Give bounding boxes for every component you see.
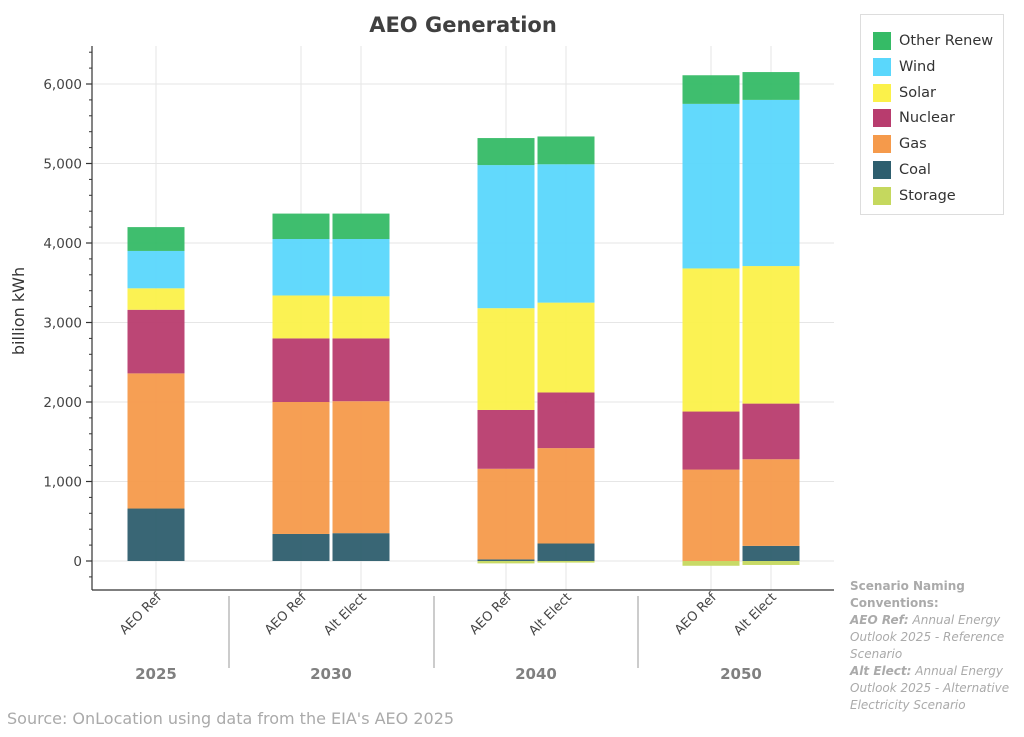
- legend-item: Nuclear: [873, 107, 955, 129]
- bar-segment-wind: [477, 165, 535, 309]
- bar-segment-wind: [127, 250, 185, 289]
- y-tick-label: 4,000: [43, 236, 82, 252]
- bar-segment-coal: [742, 545, 800, 561]
- x-tick-label: AEO Ref: [117, 590, 165, 638]
- bars: [127, 72, 800, 566]
- bar-segment-wind: [272, 239, 330, 296]
- legend-item: Storage: [873, 185, 956, 207]
- legend-label: Other Renew: [899, 33, 994, 49]
- chart-title: AEO Generation: [369, 13, 557, 37]
- bar-segment-nuclear: [332, 338, 390, 402]
- legend-swatch: [873, 109, 891, 128]
- x-tick-label: Alt Elect: [321, 590, 370, 639]
- legend-item: Gas: [873, 133, 927, 155]
- legend-label: Solar: [899, 84, 936, 101]
- notes-ref-desc: Annual Energy Outlook 2025 - Reference S…: [850, 613, 1005, 661]
- y-axis-label: billion kWh: [9, 267, 28, 355]
- y-tick-label: 2,000: [43, 395, 82, 411]
- bar-segment-nuclear: [127, 309, 185, 374]
- legend: Other Renew Wind Solar Nuclear Gas Coal Storag…: [860, 14, 1004, 215]
- group-label: 2050: [720, 665, 762, 683]
- y-tick-label: 3,000: [43, 316, 82, 332]
- y-tick-label: 5,000: [43, 157, 82, 173]
- bar-segment-gas: [332, 401, 390, 534]
- bar-segment-other-renew: [332, 213, 390, 240]
- bar-segment-coal: [477, 559, 535, 561]
- x-tick-label: AEO Ref: [262, 590, 310, 638]
- bar-segment-other-renew: [537, 136, 595, 165]
- legend-item: Wind: [873, 56, 935, 78]
- bar-segment-wind: [332, 239, 390, 297]
- bar-segment-solar: [742, 266, 800, 404]
- legend-swatch: [873, 57, 891, 76]
- legend-swatch: [873, 161, 891, 179]
- bar-segment-storage: [742, 561, 800, 565]
- bar-segment-coal: [537, 543, 595, 561]
- bar-segment-gas: [537, 448, 595, 544]
- bar-segment-other-renew: [682, 75, 740, 104]
- source-note: Source: OnLocation using data from the E…: [7, 709, 455, 728]
- bar-segment-solar: [332, 296, 390, 339]
- legend-swatch: [873, 135, 891, 154]
- bar-segment-storage: [477, 561, 535, 564]
- bar-segment-solar: [272, 295, 330, 339]
- bar-segment-storage: [537, 561, 595, 563]
- x-tick-label: Alt Elect: [526, 590, 575, 639]
- legend-label: Wind: [899, 58, 936, 75]
- bar-segment-wind: [682, 103, 740, 269]
- y-tick-label: 1,000: [43, 475, 82, 491]
- bar-segment-other-renew: [127, 227, 185, 251]
- y-tick-label: 6,000: [43, 77, 82, 93]
- group-label: 2040: [515, 665, 557, 683]
- bar-segment-nuclear: [272, 338, 330, 402]
- bar-segment-gas: [742, 459, 800, 546]
- bar-segment-gas: [477, 468, 535, 560]
- bar-segment-gas: [682, 469, 740, 561]
- bar-segment-other-renew: [477, 138, 535, 166]
- bar-segment-nuclear: [682, 411, 740, 470]
- bar-segment-nuclear: [477, 409, 535, 469]
- bar-segment-coal: [272, 533, 330, 561]
- bar-segment-gas: [272, 402, 330, 534]
- legend-label: Gas: [899, 136, 927, 153]
- scenario-naming-notes: Scenario Naming Conventions: AEO Ref: An…: [850, 578, 1020, 714]
- bar-segment-wind: [537, 164, 595, 303]
- bar-segment-solar: [127, 288, 185, 310]
- bar-segment-other-renew: [272, 213, 330, 240]
- legend-item: Other Renew: [873, 30, 993, 52]
- legend-swatch: [873, 32, 891, 50]
- x-tick-label: AEO Ref: [672, 590, 720, 638]
- bar-segment-other-renew: [742, 72, 800, 100]
- x-tick-label: Alt Elect: [731, 590, 780, 639]
- bar-segment-nuclear: [537, 392, 595, 449]
- legend-swatch: [873, 83, 891, 102]
- legend-swatch: [873, 186, 891, 205]
- legend-label: Storage: [899, 187, 956, 204]
- bar-segment-solar: [537, 302, 595, 393]
- bar-segment-storage: [682, 561, 740, 566]
- notes-alt-key: Alt Elect:: [850, 664, 912, 678]
- legend-item: Solar: [873, 82, 936, 104]
- bar-segment-wind: [742, 99, 800, 267]
- bar-segment-nuclear: [742, 403, 800, 460]
- legend-item: Coal: [873, 159, 931, 181]
- bar-segment-gas: [127, 373, 185, 509]
- notes-ref-key: AEO Ref:: [850, 613, 909, 627]
- notes-alt-desc: Annual Energy Outlook 2025 - Alternative…: [850, 664, 1010, 712]
- group-label: 2030: [310, 665, 352, 683]
- bar-segment-coal: [127, 508, 185, 561]
- legend-label: Nuclear: [899, 110, 955, 127]
- bar-segment-coal: [332, 533, 390, 561]
- notes-heading: Scenario Naming Conventions:: [850, 579, 965, 610]
- x-tick-label: AEO Ref: [467, 590, 515, 638]
- group-label: 2025: [135, 665, 177, 683]
- y-tick-label: 0: [73, 554, 82, 570]
- bar-segment-solar: [682, 268, 740, 412]
- bar-segment-solar: [477, 308, 535, 410]
- legend-label: Coal: [899, 162, 931, 178]
